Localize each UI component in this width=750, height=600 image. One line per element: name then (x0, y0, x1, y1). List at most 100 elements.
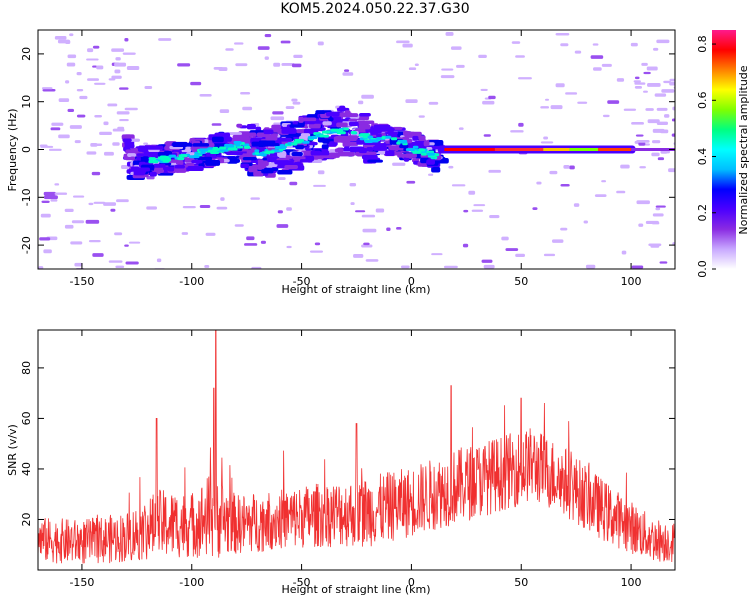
spectrogram-noise-cell (277, 210, 283, 214)
spectrogram-cell (135, 157, 142, 161)
spectrogram-noise-cell (646, 66, 658, 71)
spectrogram-noise-cell (483, 264, 495, 269)
spectrogram-noise-cell (560, 43, 569, 47)
spectrogram-noise-cell (647, 82, 661, 87)
spectrogram-noise-cell (146, 176, 155, 180)
spectrogram-noise-cell (458, 127, 464, 130)
spectrogram-noise-cell (641, 62, 648, 66)
colorbar-tick-label: 0.2 (696, 204, 709, 222)
colorbar-label: Normalized spectral amplitude (737, 65, 750, 234)
spectrogram-noise-cell (663, 80, 672, 84)
snr-xtick-label: -50 (293, 576, 311, 589)
spectrogram-cell (370, 130, 378, 135)
spectrogram-cell (386, 131, 399, 135)
spectrogram-cell (248, 132, 257, 137)
spectrogram-noise-cell (655, 205, 666, 208)
spectrogram-noise-cell (50, 127, 61, 131)
spectrogram-core-cell (265, 150, 275, 154)
spectrogram-ylabel: Frequency (Hz) (6, 109, 19, 192)
spectrogram-noise-cell (552, 239, 564, 243)
spectrogram-core-cell (412, 145, 419, 149)
spectrogram-xtick-label: -150 (69, 275, 94, 288)
spectrogram-noise-cell (90, 142, 98, 147)
spectrogram-noise-cell (86, 58, 99, 61)
spectrogram-noise-cell (350, 202, 355, 206)
spectrogram-noise-cell (358, 100, 364, 105)
spectrogram-noise-cell (190, 81, 202, 86)
spectrogram-noise-cell (555, 33, 570, 36)
spectrogram-cell (281, 128, 297, 134)
spectrogram-noise-cell (65, 40, 71, 44)
spectrogram-noise-cell (114, 62, 127, 67)
spectrogram-noise-cell (518, 122, 524, 127)
spectrogram-noise-cell (291, 63, 302, 68)
spectrogram-noise-cell (143, 142, 148, 145)
colorbar-scale (712, 30, 736, 269)
spectrogram-noise-cell (220, 197, 225, 201)
spectrogram-cell (214, 132, 231, 138)
spectrogram-noise-cell (639, 166, 646, 169)
spectrogram-noise-cell (88, 240, 101, 243)
spectrogram-cell (303, 117, 317, 122)
spectrogram-noise-cell (536, 181, 542, 185)
spectrogram-xlabel: Height of straight line (km) (281, 283, 430, 296)
spectrogram-core-cell (302, 140, 310, 144)
spectrogram-noise-cell (643, 90, 648, 93)
spectrogram-noise-cell (448, 165, 454, 169)
spectrogram-noise-cell (38, 266, 44, 269)
spectrogram-core-cell (396, 141, 401, 145)
spectrogram-cell (167, 159, 183, 163)
spectrogram-noise-cell (483, 134, 491, 137)
spectrogram-noise-cell (103, 202, 117, 206)
spectrogram-core-cell (177, 157, 185, 161)
spectrogram-noise-cell (648, 243, 662, 246)
spectrogram-noise-cell (122, 52, 136, 55)
spectrogram-noise-cell (40, 145, 54, 148)
spectrogram-cell (423, 140, 430, 147)
spectrogram-noise-cell (54, 192, 68, 195)
spectrogram-xtick-label: -50 (293, 275, 311, 288)
spectrogram-cell (412, 135, 419, 141)
snr-xlabel: Height of straight line (km) (281, 583, 430, 596)
spectrogram-cell (263, 129, 274, 135)
spectrogram-noise-cell (156, 258, 162, 263)
spectrogram-noise-cell (655, 207, 661, 211)
spectrogram-noise-cell (630, 42, 638, 47)
spectrogram-noise-cell (450, 46, 462, 50)
colorbar-tick-label: 0.4 (696, 148, 709, 166)
spectrogram-cell (124, 134, 132, 140)
spectrogram-cell (269, 153, 279, 157)
spectrogram-core-cell (260, 153, 267, 157)
spectrogram-cell (197, 156, 213, 161)
spectrogram-noise-cell (250, 197, 260, 200)
spectrogram-cell (242, 157, 257, 161)
spectrogram-noise-cell (48, 148, 62, 151)
spectrogram-noise-cell (103, 121, 109, 126)
spectrogram-noise-cell (355, 210, 366, 213)
spectrogram-noise-cell (540, 106, 550, 109)
spectrogram-noise-cell (573, 203, 580, 207)
spectrogram-noise-cell (636, 200, 650, 205)
spectrogram-noise-cell (408, 67, 417, 71)
spectrogram-cell (153, 163, 166, 168)
snr-frame (37, 329, 676, 571)
spectrogram-noise-cell (205, 232, 216, 236)
spectrogram-noise-cell (563, 164, 570, 169)
spectrogram-noise-cell (54, 35, 67, 40)
spectrogram-cell (367, 159, 383, 163)
snr-xtick-label: 100 (621, 576, 642, 589)
spectrogram-noise-cell (638, 223, 644, 227)
spectrogram-core-cell (200, 151, 206, 155)
spectrogram-noise-cell (242, 106, 253, 111)
spectrogram-noise-cell (481, 259, 493, 263)
spectrogram-core-cell (323, 134, 329, 138)
spectrogram-noise-cell (634, 86, 643, 89)
spectrogram-ytick-label: -20 (20, 236, 33, 254)
spectrogram-noise-cell (124, 37, 129, 42)
spectrogram-noise-cell (515, 55, 525, 58)
spectrogram-noise-cell (480, 88, 488, 91)
spectrogram-noise-cell (43, 249, 52, 254)
spectrogram-cell (399, 144, 409, 149)
spectrogram-tone-tail (631, 148, 675, 151)
